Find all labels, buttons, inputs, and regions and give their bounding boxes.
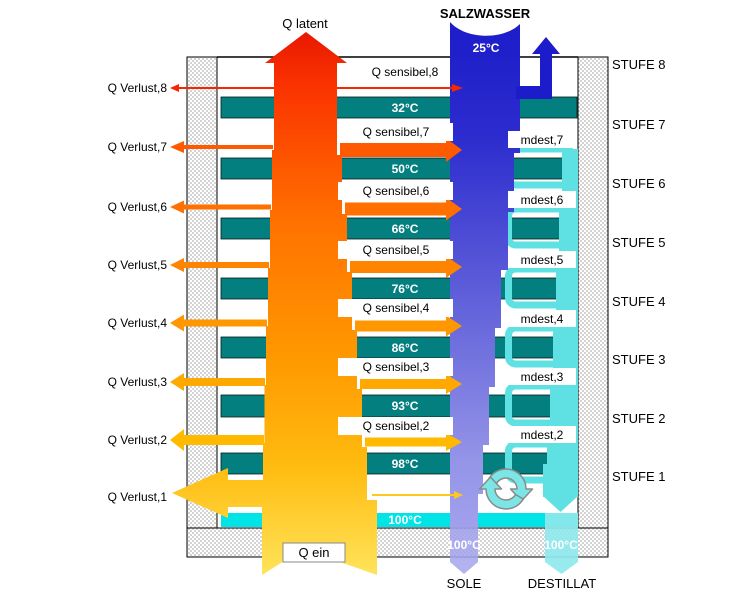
- mdest-label-3: mdest,3: [521, 370, 564, 384]
- label-boxes: [282, 60, 576, 563]
- sensible-arrow-6: [345, 197, 462, 221]
- stufe-label-8: STUFE 8: [612, 57, 665, 72]
- q-latent-label: Q latent: [282, 16, 328, 31]
- stufe-label-1: STUFE 1: [612, 469, 665, 484]
- distillate-collector-frames: [505, 145, 576, 484]
- verlust-label-2: Q Verlust,2: [108, 433, 168, 447]
- sole-temp-label: 100°C: [447, 538, 481, 552]
- temp-label-98: 98°C: [392, 457, 419, 471]
- mdest-label-7: mdest,7: [521, 133, 564, 147]
- sensible-arrow-7: [340, 138, 462, 162]
- distillate-down-arrow: [543, 496, 578, 512]
- stufe-label-2: STUFE 2: [612, 411, 665, 426]
- temp-label-100: 100°C: [388, 513, 422, 527]
- sensible-arrow-3: [360, 374, 462, 394]
- sensible-heat-arrows: [337, 84, 463, 499]
- verlust-label-5: Q Verlust,5: [108, 258, 168, 272]
- stufe-label-5: STUFE 5: [612, 235, 665, 250]
- destillat-label: DESTILLAT: [528, 576, 596, 591]
- q-ein-label-box: [282, 542, 346, 563]
- stufe-label-6: STUFE 6: [612, 176, 665, 191]
- mdest-label-6: mdest,6: [521, 193, 564, 207]
- temp-label-93: 93°C: [392, 399, 419, 413]
- sensibel-label-7: Q sensibel,7: [363, 125, 430, 139]
- heat-loss-arrows: [170, 84, 274, 451]
- brine-outlet-up-arrow-icon: [516, 37, 560, 99]
- stufe-label-7: STUFE 7: [612, 117, 665, 132]
- recirculation-icon: [478, 468, 534, 510]
- sensible-arrow-1: [454, 491, 463, 499]
- sole-outlet: [450, 527, 478, 574]
- q-latent-arrow: [262, 32, 372, 528]
- verlust-label-3: Q Verlust,3: [108, 375, 168, 389]
- vessel-wall-right: [577, 56, 609, 558]
- loss-arrow-3: [170, 373, 265, 391]
- distillate-outlet: [545, 513, 578, 574]
- sensibel-label-4: Q sensibel,4: [363, 301, 430, 315]
- verlust-label-4: Q Verlust,4: [108, 316, 168, 330]
- temp-label-32: 32°C: [392, 101, 419, 115]
- temp-label-66: 66°C: [392, 222, 419, 236]
- vessel-wall-left: [186, 56, 218, 558]
- verlust-label-7: Q Verlust,7: [108, 140, 168, 154]
- stufe-label-3: STUFE 3: [612, 352, 665, 367]
- loss-arrow-4: [170, 314, 267, 332]
- sensibel-label-3: Q sensibel,3: [363, 360, 430, 374]
- vessel-walls: [186, 56, 609, 558]
- salzwasser-temp: 25°C: [473, 41, 500, 55]
- sensibel-label-5: Q sensibel,5: [363, 243, 430, 257]
- q-ein-label: Q ein: [298, 545, 329, 560]
- verlust-label-1: Q Verlust,1: [108, 490, 168, 504]
- loss-arrow-7: [170, 141, 273, 153]
- verlust-label-8: Q Verlust,8: [108, 81, 168, 95]
- loss-arrow-5: [170, 258, 269, 272]
- temp-label-86: 86°C: [392, 341, 419, 355]
- sensible-arrow-8: [452, 84, 463, 92]
- sensibel-label-6: Q sensibel,6: [363, 184, 430, 198]
- loss-arrow-2: [170, 429, 264, 451]
- temp-label-50: 50°C: [392, 162, 419, 176]
- salzwasser-label: SALZWASSER: [440, 6, 531, 21]
- verlust-label-6: Q Verlust,6: [108, 200, 168, 214]
- sensibel-label-2: Q sensibel,2: [363, 419, 430, 433]
- brine-column: [450, 22, 560, 574]
- sensible-arrow-5: [350, 256, 462, 278]
- mdest-label-2: mdest,2: [521, 428, 564, 442]
- destillat-temp-label: 100°C: [544, 538, 578, 552]
- sensibel-label-8: Q sensibel,8: [372, 65, 439, 79]
- sensible-arrow-2: [365, 433, 462, 451]
- loss-arrow-6: [170, 200, 271, 214]
- stufe-label-4: STUFE 4: [612, 294, 665, 309]
- sensible-arrow-4: [355, 315, 462, 337]
- sole-label: SOLE: [447, 576, 482, 591]
- vessel-wall-bottom: [186, 527, 609, 558]
- mdest-label-4: mdest,4: [521, 312, 564, 326]
- mdest-label-5: mdest,5: [521, 253, 564, 267]
- temp-label-76: 76°C: [392, 282, 419, 296]
- loss-arrow-8: [170, 84, 179, 92]
